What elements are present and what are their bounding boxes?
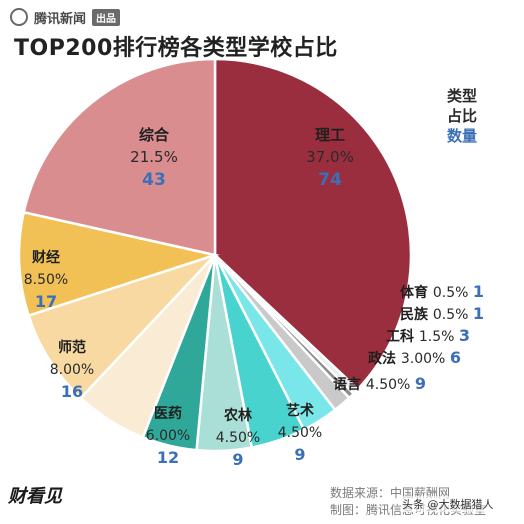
slice-label-inline: 语言 4.50% 9	[333, 374, 426, 393]
legend-count: 数量	[447, 127, 478, 145]
slice-label-percent: 21.5%	[130, 148, 178, 166]
legend-type: 类型	[447, 87, 478, 105]
slice-label-name: 师范	[58, 339, 86, 356]
slice-label-percent: 6.00%	[146, 428, 190, 444]
slice-label-percent: 8.50%	[24, 272, 68, 288]
slice-label-name: 医药	[154, 405, 182, 422]
slice-e8b4a2e7bb8f	[17, 210, 220, 318]
slice-e7bbbce59088	[22, 57, 217, 257]
legend: 类型 占比 数量	[447, 86, 477, 146]
corner-logo: 财看见	[8, 486, 62, 507]
slice-label-count: 12	[157, 448, 179, 467]
brand: 腾讯新闻 出品	[10, 6, 121, 28]
slice-label-percent: 37.0%	[306, 148, 354, 166]
slice-label-name: 综合	[139, 126, 170, 144]
slice-label-percent: 8.00%	[50, 362, 94, 378]
slice-label-name: 艺术	[286, 402, 314, 419]
legend-ratio: 占比	[447, 107, 478, 125]
slice-label-inline: 政法 3.00% 6	[368, 348, 461, 367]
slice-label-name: 理工	[315, 126, 345, 144]
slice-label-percent: 4.50%	[216, 430, 260, 446]
slice-label-name: 农林	[223, 407, 252, 424]
slice-label-count: 9	[294, 445, 305, 464]
slice-e79086e5b7a5	[213, 57, 413, 391]
slice-label-name: 财经	[31, 249, 60, 266]
brand-logo-icon	[10, 8, 28, 26]
brand-badge: 出品	[92, 8, 121, 26]
slice-label-inline: 体育 0.5% 1	[400, 282, 484, 301]
brand-name: 腾讯新闻	[34, 11, 87, 27]
slice-label-count: 9	[232, 450, 243, 469]
watermark: 头条 @大数据猎人	[402, 496, 494, 512]
slice-label-count: 43	[142, 170, 166, 190]
slice-e5b888e88c83	[27, 253, 216, 400]
slice-label-count: 16	[61, 382, 83, 401]
slice-label-inline: 工科 1.5% 3	[386, 326, 470, 345]
slice-label-percent: 4.50%	[278, 425, 322, 441]
chart-title: TOP200排行榜各类型学校占比	[14, 36, 338, 61]
slice-label-count: 17	[35, 292, 57, 311]
slice-label-inline: 民族 0.5% 1	[400, 304, 484, 323]
slice-label-count: 74	[318, 170, 342, 190]
